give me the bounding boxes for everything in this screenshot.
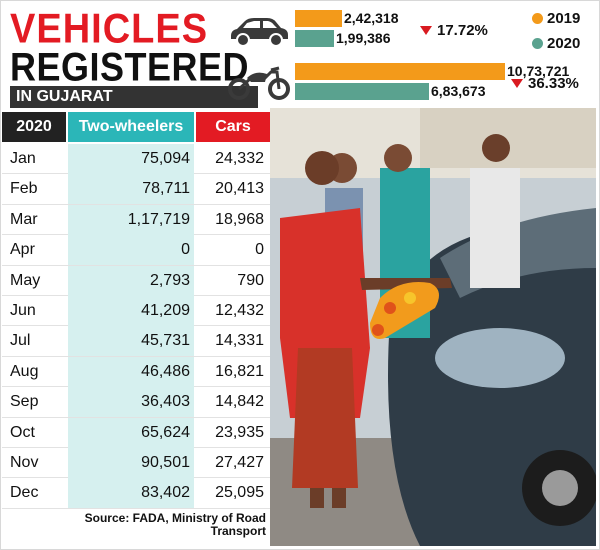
- car-icon: [231, 18, 288, 47]
- month-cell: Apr: [10, 241, 35, 259]
- two-wheelers-cell: 41,209: [68, 296, 194, 326]
- month-cell: Mar: [10, 210, 38, 228]
- title-line-1: VEHICLES: [10, 6, 209, 53]
- photo-illustration: [270, 108, 596, 546]
- two-wheelers-cell: 78,711: [68, 174, 194, 205]
- down-triangle-icon: [511, 79, 523, 88]
- month-cell: Oct: [10, 423, 35, 441]
- table-row: Feb 78,711 20,413: [2, 174, 270, 205]
- source-note: Source: FADA, Ministry of Road Transport: [84, 511, 266, 538]
- motorcycle-icon: [228, 66, 290, 100]
- month-cell: Aug: [10, 362, 39, 380]
- header-two-wheelers: Two-wheelers: [68, 112, 194, 142]
- month-cell: Dec: [10, 484, 39, 502]
- header-cars: Cars: [196, 112, 270, 142]
- table-row: Nov 90,501 27,427: [2, 448, 270, 479]
- bar-cars-2020: [295, 30, 334, 47]
- table-row: Jan 75,094 24,332: [2, 144, 270, 175]
- table-row: Apr 0 0: [2, 235, 270, 266]
- two-wheelers-cell: 90,501: [68, 448, 194, 478]
- table-row: May 2,793 790: [2, 265, 270, 296]
- legend-dot-2019: [532, 13, 543, 24]
- cars-cell: 14,331: [215, 332, 264, 350]
- table-row: Dec 83,402 25,095: [2, 478, 270, 509]
- month-cell: Feb: [10, 180, 38, 198]
- percent-change-two-wheelers: 36.33%: [528, 75, 579, 92]
- table-row: Jun 41,209 12,432: [2, 296, 270, 327]
- bar-two-wheelers-2020: [295, 83, 429, 100]
- bar-value-label: 1,99,386: [336, 30, 391, 46]
- month-cell: Jan: [10, 150, 36, 167]
- bar-two-wheelers-2019: [295, 63, 505, 80]
- month-cell: Sep: [10, 393, 39, 411]
- legend-label-2019: 2019: [547, 10, 581, 27]
- cars-cell: 20,413: [215, 180, 264, 198]
- down-triangle-icon: [420, 26, 432, 35]
- cars-cell: 25,095: [215, 484, 264, 502]
- bar-value-label: 2,42,318: [344, 10, 399, 26]
- two-wheelers-cell: 65,624: [68, 417, 194, 448]
- photo-car-garland: [270, 108, 596, 546]
- cars-cell: 24,332: [215, 150, 264, 167]
- cars-cell: 790: [237, 271, 264, 289]
- two-wheelers-cell: 45,731: [68, 326, 194, 357]
- month-cell: Nov: [10, 454, 39, 471]
- header-year: 2020: [2, 112, 66, 142]
- bar-value-label: 6,83,673: [431, 83, 486, 99]
- table-header: 2020 Two-wheelers Cars: [2, 112, 270, 142]
- two-wheelers-cell: 36,403: [68, 387, 194, 418]
- table-row: Sep 36,403 14,842: [2, 387, 270, 418]
- cars-cell: 23,935: [215, 423, 264, 441]
- bar-cars-2019: [295, 10, 342, 27]
- cars-cell: 27,427: [215, 454, 264, 471]
- month-cell: Jun: [10, 302, 36, 319]
- table-row: Jul 45,731 14,331: [2, 326, 270, 357]
- two-wheelers-cell: 75,094: [68, 144, 194, 174]
- cars-cell: 14,842: [215, 393, 264, 411]
- two-wheelers-cell: 0: [68, 235, 194, 266]
- two-wheelers-cell: 83,402: [68, 478, 194, 509]
- two-wheelers-cell: 46,486: [68, 356, 194, 387]
- table-row: Oct 65,624 23,935: [2, 417, 270, 448]
- two-wheelers-cell: 1,17,719: [68, 204, 194, 235]
- table-row: Aug 46,486 16,821: [2, 356, 270, 388]
- cars-cell: 12,432: [215, 302, 264, 319]
- subtitle: IN GUJARAT: [10, 86, 258, 108]
- legend-dot-2020: [532, 38, 543, 49]
- bar-value-label: 10,73,721: [507, 63, 570, 79]
- title-line-2: REGISTERED: [10, 44, 250, 90]
- cars-cell: 16,821: [215, 362, 264, 380]
- cars-cell: 18,968: [215, 210, 264, 228]
- two-wheelers-cell: 2,793: [68, 265, 194, 296]
- month-cell: May: [10, 271, 41, 289]
- month-cell: Jul: [10, 332, 31, 350]
- legend-label-2020: 2020: [547, 35, 581, 52]
- cars-cell: 0: [255, 241, 264, 259]
- percent-change-cars: 17.72%: [437, 22, 488, 39]
- table-row: Mar 1,17,719 18,968: [2, 204, 270, 236]
